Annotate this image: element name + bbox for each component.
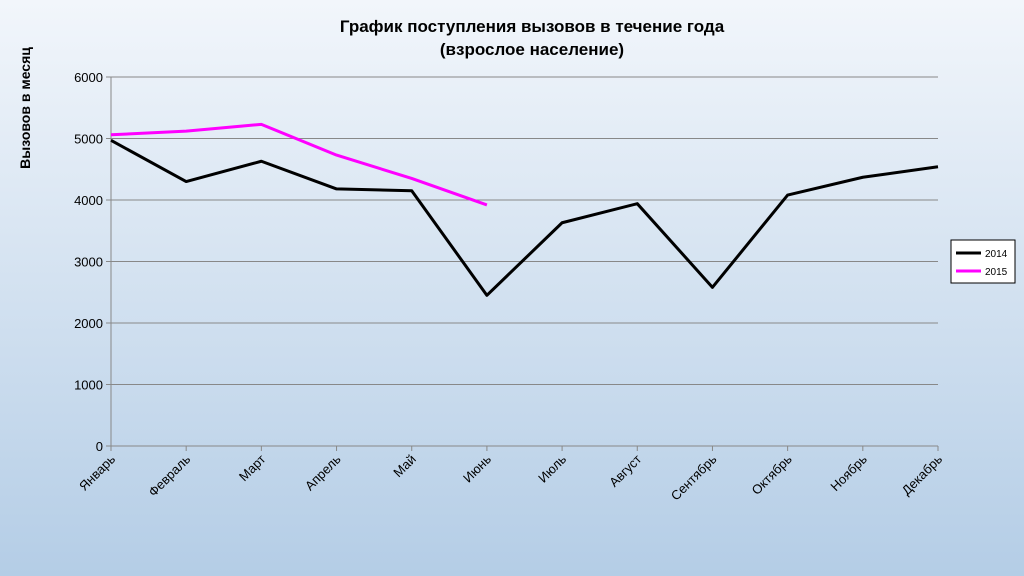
y-tick-label: 4000 [74, 193, 103, 208]
y-tick-label: 2000 [74, 316, 103, 331]
y-tick-label: 5000 [74, 132, 103, 147]
chart-title: График поступления вызовов в течение год… [340, 17, 725, 36]
x-tick-label: Март [236, 451, 269, 484]
chart-subtitle: (взрослое население) [440, 40, 624, 59]
x-tick-label: Ноябрь [827, 451, 870, 494]
x-tick-label: Май [390, 452, 419, 481]
x-tick-label: Сентябрь [668, 451, 720, 503]
y-tick-label: 0 [96, 439, 103, 454]
y-tick-label: 3000 [74, 255, 103, 270]
series-line [110, 139, 939, 297]
legend-label: 2015 [985, 267, 1008, 278]
x-tick-label: Февраль [145, 451, 193, 499]
legend-box [950, 239, 1016, 284]
x-tick-label: Октябрь [749, 451, 795, 497]
legend-label: 2014 [985, 249, 1008, 260]
y-axis-label: Вызовов в месяц [17, 47, 33, 169]
x-tick-label: Январь [76, 451, 118, 493]
x-tick-label: Декабрь [899, 451, 946, 498]
x-tick-label: Апрель [302, 451, 344, 493]
series-line [110, 122, 488, 207]
x-tick-label: Июль [535, 451, 569, 485]
x-tick-label: Август [606, 451, 644, 489]
y-tick-label: 6000 [74, 70, 103, 85]
y-tick-label: 1000 [74, 378, 103, 393]
x-tick-label: Июнь [460, 451, 494, 485]
